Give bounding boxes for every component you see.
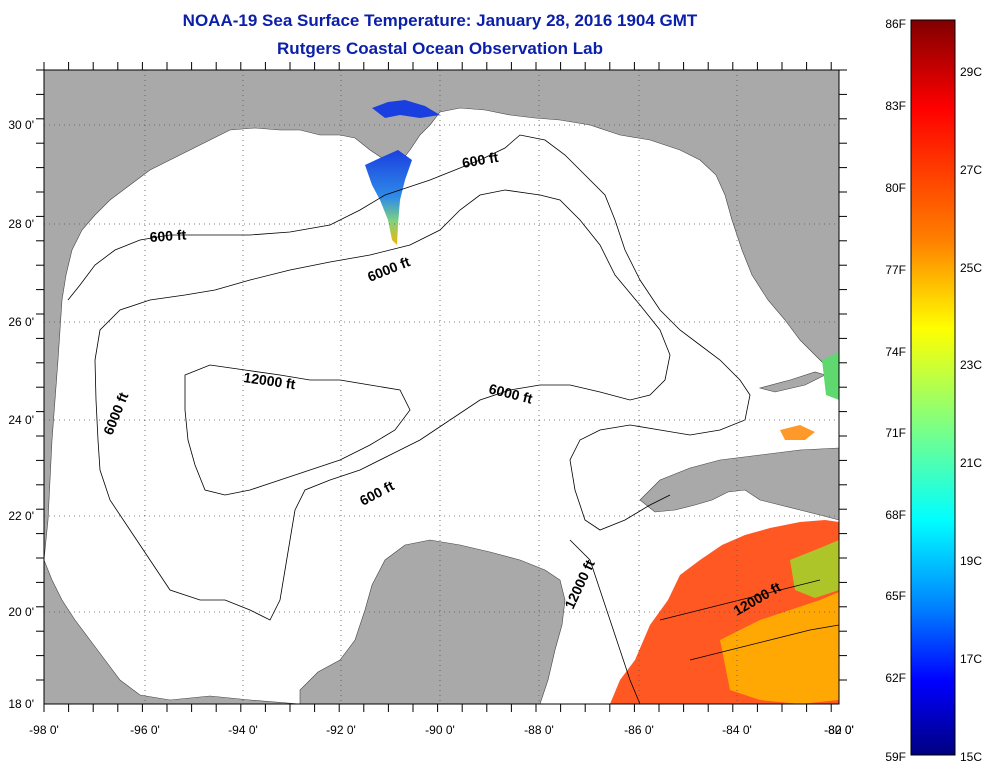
longitude-label: -84 0' bbox=[722, 723, 752, 737]
colorbar-c-label: 19C bbox=[960, 554, 982, 568]
colorbar-f-label: 74F bbox=[885, 345, 906, 359]
colorbar-f-label: 83F bbox=[885, 99, 906, 113]
contour-12000ft bbox=[184, 364, 411, 496]
colorbar-f-label: 62F bbox=[885, 671, 906, 685]
colorbar-f-label: 59F bbox=[885, 750, 906, 764]
colorbar-f-label: 65F bbox=[885, 589, 906, 603]
contour-label: 12000 ft bbox=[243, 369, 297, 392]
colorbar-f-label: 77F bbox=[885, 263, 906, 277]
contour-label: 600 ft bbox=[149, 226, 187, 245]
contour-caribbean bbox=[659, 579, 839, 661]
longitude-label: -98 0' bbox=[29, 723, 59, 737]
axis-ticks bbox=[36, 62, 847, 712]
colorbar-c-label: 23C bbox=[960, 358, 982, 372]
sst-colorbar bbox=[910, 19, 956, 756]
colorbar-c-label: 21C bbox=[960, 456, 982, 470]
colorbar-celsius-labels: 29C 27C 25C 23C 21C 19C 17C 15C bbox=[960, 65, 982, 764]
colorbar-c-label: 15C bbox=[960, 750, 982, 764]
longitude-label: -96 0' bbox=[130, 723, 160, 737]
mexico-mainland-land bbox=[44, 559, 301, 704]
contour-label: 600 ft bbox=[461, 149, 500, 171]
colorbar-fahrenheit-labels: 86F 83F 80F 77F 74F 71F 68F 65F 62F 59F bbox=[885, 17, 906, 764]
colorbar-c-label: 27C bbox=[960, 163, 982, 177]
colorbar-f-label: 80F bbox=[885, 181, 906, 195]
caribbean-sst-warm-patches bbox=[720, 592, 839, 704]
mississippi-plume-sst bbox=[365, 150, 412, 245]
latitude-label: 26 0' bbox=[8, 315, 34, 329]
florida-straits-sst bbox=[780, 425, 815, 440]
yucatan-peninsula-land bbox=[299, 539, 566, 704]
cuba-land bbox=[639, 447, 839, 521]
louisiana-coast-sst bbox=[372, 100, 440, 118]
bahamas-sst bbox=[822, 352, 839, 400]
map-title: NOAA-19 Sea Surface Temperature: January… bbox=[182, 11, 698, 30]
latitude-label: 22 0' bbox=[8, 509, 34, 523]
longitude-label: -80 0' bbox=[824, 723, 854, 737]
longitude-label: -88 0' bbox=[524, 723, 554, 737]
graticule bbox=[44, 70, 839, 704]
colorbar-c-label: 25C bbox=[960, 261, 982, 275]
colorbar-f-label: 86F bbox=[885, 17, 906, 31]
longitude-label: -92 0' bbox=[326, 723, 356, 737]
map-subtitle: Rutgers Coastal Ocean Observation Lab bbox=[277, 39, 603, 58]
latitude-label: 18 0' bbox=[8, 697, 34, 711]
colorbar-f-label: 68F bbox=[885, 508, 906, 522]
latitude-label: 30 0' bbox=[8, 118, 34, 132]
longitude-labels: -98 0' -96 0' -94 0' -92 0' -90 0' -88 0' -86 … bbox=[29, 723, 854, 737]
latitude-label: 28 0' bbox=[8, 217, 34, 231]
caribbean-sst-green-patches bbox=[790, 540, 839, 598]
colorbar-c-label: 17C bbox=[960, 652, 982, 666]
colorbar-c-label: 29C bbox=[960, 65, 982, 79]
latitude-label: 20 0' bbox=[8, 605, 34, 619]
contour-6000ft bbox=[94, 189, 671, 621]
longitude-label: -90 0' bbox=[425, 723, 455, 737]
latitude-labels: 30 0' 28 0' 26 0' 24 0' 22 0' 20 0' 18 0' bbox=[8, 118, 34, 711]
longitude-label: -94 0' bbox=[228, 723, 258, 737]
contour-600ft bbox=[67, 134, 751, 531]
colorbar-f-label: 71F bbox=[885, 426, 906, 440]
contour-12000ft-yucatan bbox=[569, 539, 641, 704]
longitude-label: -82 0' bbox=[824, 723, 854, 737]
longitude-label: -86 0' bbox=[624, 723, 654, 737]
latitude-label: 24 0' bbox=[8, 413, 34, 427]
